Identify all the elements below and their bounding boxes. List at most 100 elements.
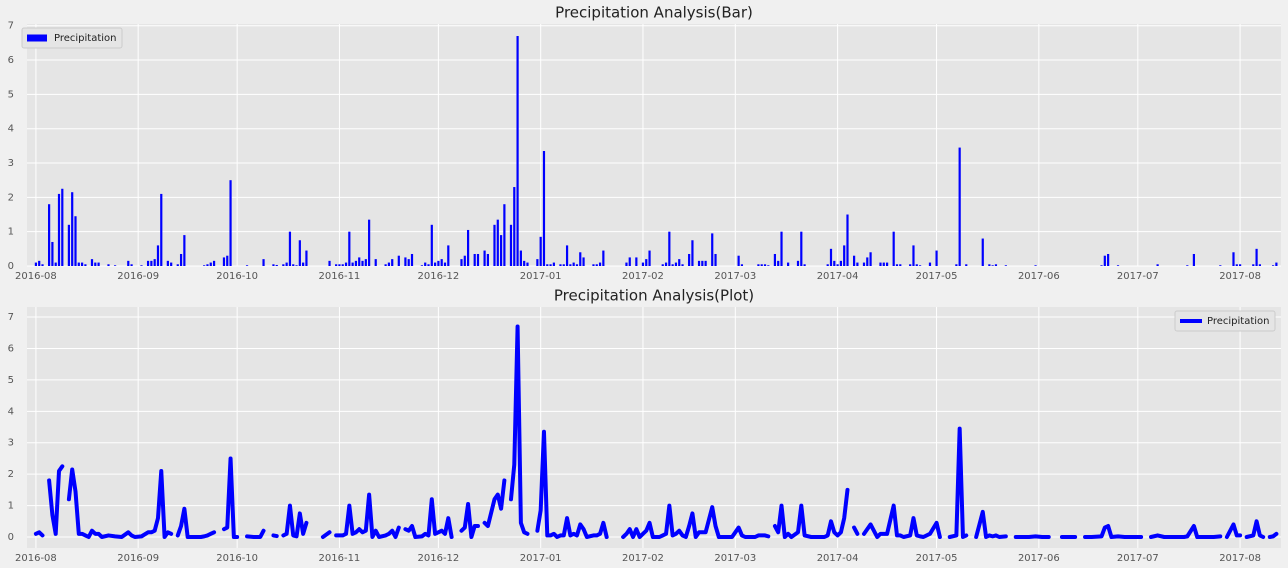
plot-area (27, 24, 1281, 266)
bar (368, 219, 371, 266)
bar (711, 233, 714, 266)
bar (546, 264, 549, 266)
line (66, 467, 174, 539)
x-tick-label: 2016-11 (319, 271, 361, 282)
bar (226, 255, 229, 266)
bar (697, 260, 701, 266)
bar (447, 245, 450, 266)
x-tick-label: 2016-09 (117, 271, 159, 282)
bar (361, 260, 364, 266)
bar (602, 250, 605, 266)
bar (523, 260, 526, 266)
legend-box (1174, 310, 1276, 332)
bar (288, 231, 292, 266)
bar (625, 262, 628, 266)
bar (1116, 265, 1120, 266)
line (281, 503, 309, 539)
bar (648, 250, 651, 266)
bar (895, 264, 899, 266)
bar (473, 253, 476, 266)
bar (503, 204, 506, 266)
y-tick-label: 6 (8, 343, 14, 354)
bar (641, 262, 645, 266)
bar (140, 265, 143, 266)
bar (166, 260, 169, 266)
bar (404, 257, 407, 266)
bar (562, 264, 565, 266)
y-tick-label: 2 (8, 192, 14, 203)
bar (915, 264, 918, 266)
line (1149, 524, 1223, 539)
line (33, 530, 45, 538)
bar (1004, 265, 1007, 266)
bar (549, 264, 552, 266)
y-tick-label: 1 (8, 501, 14, 512)
bar (1235, 264, 1238, 266)
bar (701, 260, 704, 266)
bar (130, 264, 133, 266)
bar (955, 264, 958, 266)
bar (664, 262, 668, 266)
bar (559, 264, 562, 266)
chart: Precipitation Analysis(Bar) 0 1 2 3 4 5 6 7 2016-… (8, 4, 1281, 282)
x-tick-label: 2017-07 (1117, 271, 1159, 282)
bar (839, 260, 842, 266)
bar (38, 260, 41, 266)
bar (892, 231, 895, 266)
bar (1258, 264, 1261, 266)
x-tick-label: 2017-03 (714, 553, 756, 564)
bar (272, 264, 275, 266)
bar (1034, 265, 1037, 266)
y-tick-label: 4 (8, 406, 14, 417)
bar (434, 262, 437, 266)
bar (358, 257, 361, 266)
bar (598, 262, 602, 266)
x-tick-label: 2017-03 (714, 271, 756, 282)
chart-title: Precipitation Analysis(Plot) (554, 287, 754, 305)
y-tick-label: 3 (8, 158, 14, 169)
bar (374, 259, 377, 266)
y-tick-label: 6 (8, 55, 14, 66)
line (221, 456, 240, 539)
bar (384, 264, 387, 266)
bar (146, 260, 150, 266)
bar (391, 259, 394, 266)
bar (1255, 248, 1258, 266)
bar (348, 231, 351, 266)
y-tick-label: 4 (8, 124, 14, 135)
line (535, 429, 609, 539)
bar (179, 253, 183, 266)
bar (628, 257, 631, 266)
bar (572, 262, 575, 266)
line (861, 503, 942, 539)
legend-text: Precipitation (1207, 316, 1270, 327)
bar (427, 264, 430, 266)
legend-box (21, 27, 123, 49)
bar (84, 264, 87, 266)
bar (800, 231, 803, 266)
bar (994, 264, 998, 266)
bar (899, 264, 902, 266)
line (852, 525, 860, 536)
x-tick-label: 2017-02 (622, 271, 664, 282)
y-tick-label: 7 (8, 312, 14, 323)
x-tick-label: 2017-06 (1018, 553, 1060, 564)
bar (882, 262, 885, 266)
bar (803, 264, 806, 266)
bar (262, 259, 265, 266)
bar (519, 250, 522, 266)
bar (48, 204, 51, 266)
bar (869, 252, 872, 266)
bar (107, 264, 110, 266)
x-tick-label: 2017-06 (1018, 271, 1060, 282)
bar (516, 36, 519, 266)
line (947, 426, 969, 539)
line (459, 502, 480, 539)
bar (80, 262, 84, 266)
bar (829, 248, 833, 266)
y-tick-label: 5 (8, 89, 14, 100)
y-tick-label: 2 (8, 469, 14, 480)
bar (160, 193, 163, 266)
bar (229, 180, 232, 266)
